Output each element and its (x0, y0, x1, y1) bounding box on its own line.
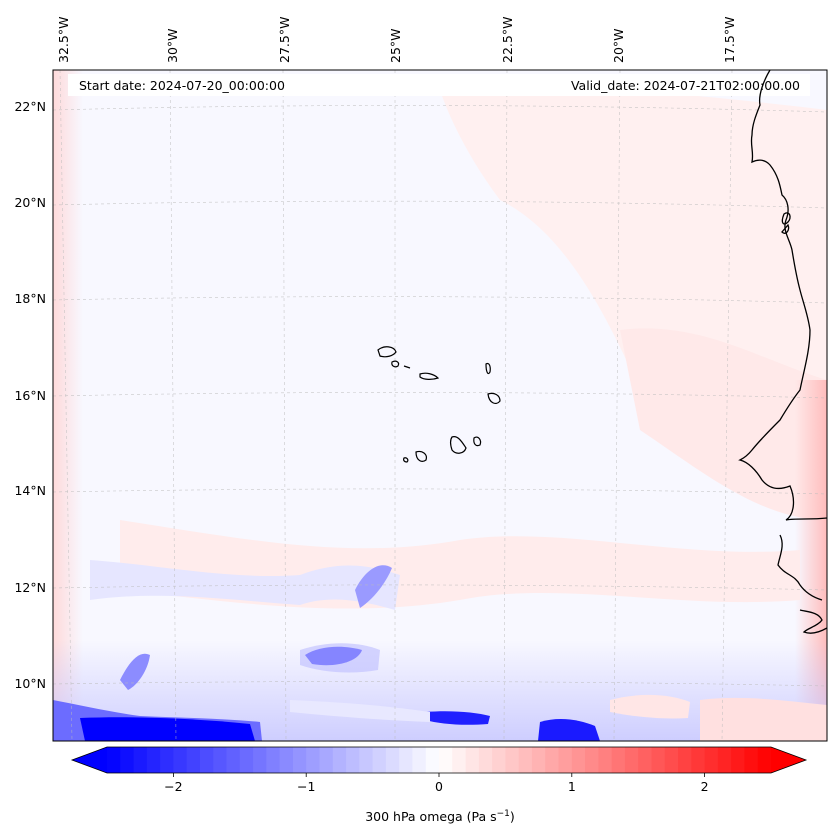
colorbar: −2 −1 0 1 2 300 hPa omega (Pa s−1) (70, 746, 808, 824)
colorbar-cell (319, 747, 334, 773)
colorbar-cell (545, 747, 560, 773)
colorbar-outline (70, 746, 808, 774)
longitude-labels: 32.5°W 30°W 27.5°W 25°W 22.5°W 20°W 17.5… (56, 17, 737, 63)
colorbar-cell (571, 747, 586, 773)
colorbar-cell (691, 747, 706, 773)
lat-label: 10°N (14, 676, 46, 691)
colorbar-cells (72, 747, 806, 773)
colorbar-cell (744, 747, 759, 773)
coastline (738, 70, 827, 634)
colorbar-cell (239, 747, 254, 773)
colorbar-cell (717, 747, 732, 773)
colorbar-extend-high (771, 747, 806, 773)
colorbar-ticks: −2 −1 0 1 2 (164, 773, 709, 794)
colorbar-cell (306, 747, 321, 773)
lon-label: 25°W (388, 28, 403, 63)
colorbar-cell (199, 747, 214, 773)
colorbar-cell (452, 747, 467, 773)
colorbar-cell (531, 747, 546, 773)
lat-label: 20°N (14, 195, 46, 210)
colorbar-cell (465, 747, 480, 773)
colorbar-cell (186, 747, 201, 773)
graticule (53, 70, 827, 741)
lon-label: 22.5°W (500, 17, 515, 63)
colorbar-cell (146, 747, 161, 773)
colorbar-cell (492, 747, 506, 773)
lon-label: 17.5°W (722, 17, 737, 63)
colorbar-cell (253, 747, 267, 773)
colorbar-tick-label: −1 (297, 779, 315, 794)
colorbar-cell (359, 747, 374, 773)
lat-label: 16°N (14, 388, 46, 403)
date-header: Start date: 2024-07-20_00:00:00 Valid_da… (68, 74, 810, 96)
colorbar-cell (107, 747, 121, 773)
colorbar-cell (518, 747, 533, 773)
lat-label: 12°N (14, 580, 46, 595)
colorbar-cell (332, 747, 347, 773)
colorbar-cell (372, 747, 387, 773)
latitude-labels: 22°N 20°N 18°N 16°N 14°N 12°N 10°N (14, 99, 46, 691)
colorbar-cell (651, 747, 666, 773)
lon-label: 27.5°W (277, 17, 292, 63)
colorbar-cell (731, 747, 746, 773)
colorbar-cell (757, 747, 772, 773)
colorbar-cell (704, 747, 719, 773)
start-date-text: Start date: 2024-07-20_00:00:00 (79, 78, 285, 93)
colorbar-cell (412, 747, 427, 773)
colorbar-cell (385, 747, 400, 773)
lon-label: 20°W (611, 28, 626, 63)
lat-label: 14°N (14, 483, 46, 498)
map-frame (52, 69, 828, 742)
colorbar-cell (505, 747, 520, 773)
colorbar-cell (213, 747, 228, 773)
colorbar-cell (558, 747, 573, 773)
map-panel: Start date: 2024-07-20_00:00:00 Valid_da… (52, 69, 828, 742)
colorbar-cell (266, 747, 281, 773)
colorbar-cell (425, 747, 440, 773)
colorbar-cell (611, 747, 626, 773)
colorbar-cell (598, 747, 613, 773)
lon-label: 32.5°W (56, 17, 71, 63)
colorbar-cell (346, 747, 360, 773)
colorbar-tick-label: 2 (701, 779, 709, 794)
colorbar-cell (279, 747, 294, 773)
colorbar-cell (585, 747, 599, 773)
colorbar-cell (292, 747, 307, 773)
cape-verde-islands (377, 346, 501, 463)
colorbar-tick-label: 0 (435, 779, 443, 794)
colorbar-extend-low (72, 747, 107, 773)
colorbar-cell (160, 747, 174, 773)
colorbar-cell (624, 747, 639, 773)
colorbar-tick-label: 1 (568, 779, 576, 794)
colorbar-tick-label: −2 (164, 779, 182, 794)
colorbar-cell (439, 747, 453, 773)
colorbar-cell (120, 747, 135, 773)
colorbar-cell (678, 747, 692, 773)
valid-date-text: Valid_date: 2024-07-21T02:00:00.00 (571, 78, 800, 93)
lon-label: 30°W (165, 28, 180, 63)
colorbar-cell (638, 747, 653, 773)
colorbar-cell (173, 747, 188, 773)
colorbar-cell (226, 747, 241, 773)
colorbar-cell (133, 747, 148, 773)
lat-label: 18°N (14, 291, 46, 306)
colorbar-cell (664, 747, 679, 773)
colorbar-cell (478, 747, 493, 773)
colorbar-label: 300 hPa omega (Pa s−1) (365, 809, 515, 824)
colorbar-cell (399, 747, 414, 773)
lat-label: 22°N (14, 99, 46, 114)
